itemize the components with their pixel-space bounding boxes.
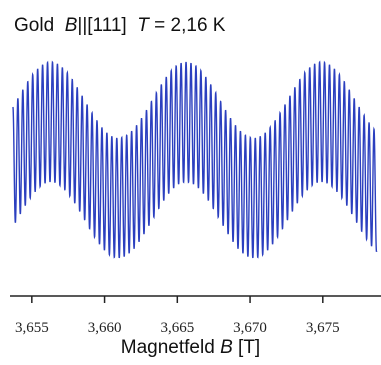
xlabel-unit: [T]	[232, 337, 261, 358]
x-tick-label: 3,670	[233, 320, 267, 336]
x-tick-label: 3,665	[160, 320, 194, 336]
x-tick-label: 3,675	[306, 320, 340, 336]
xlabel-symbol: B	[220, 337, 233, 358]
title-orientation: ||[111]	[77, 15, 127, 36]
x-tick-label: 3,655	[15, 320, 49, 336]
oscillation-signal-line	[12, 60, 378, 259]
x-tick-label: 3,660	[88, 320, 122, 336]
xlabel-prefix: Magnetfeld	[120, 337, 221, 358]
title-material: Gold	[14, 15, 55, 36]
x-axis-ticks: 3,655 3,660 3,665 3,670 3,675	[15, 296, 340, 336]
chart-title: Gold B||[111] T = 2,16 K	[14, 15, 225, 37]
title-temp-symbol: T	[137, 15, 149, 36]
title-temp-value: = 2,16 K	[154, 15, 226, 36]
x-axis-label: Magnetfeld B [T]	[0, 337, 381, 359]
title-field-symbol: B	[64, 15, 78, 36]
